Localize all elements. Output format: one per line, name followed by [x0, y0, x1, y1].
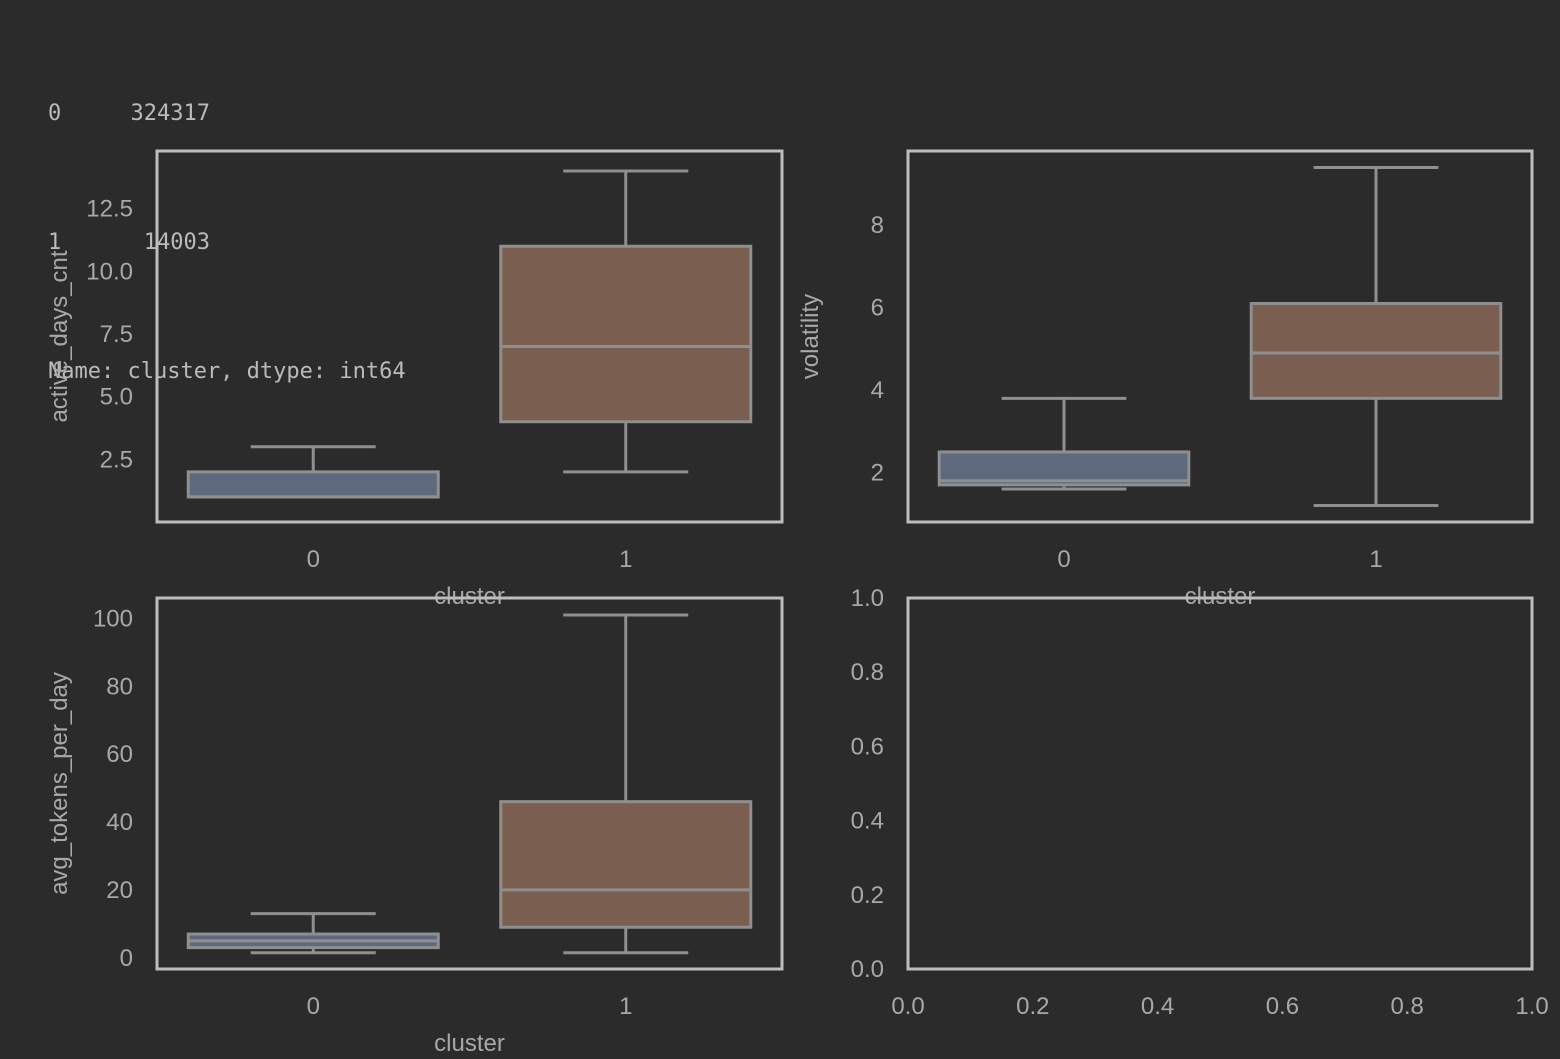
console-footer: Name: cluster, dtype: int64: [48, 359, 406, 384]
console-index: 0: [48, 101, 62, 126]
y-tick-label: 1.0: [851, 585, 884, 612]
y-tick-label: 20: [106, 877, 133, 904]
box-iqr-cluster-1: [499, 800, 753, 929]
y-tick-label: 12.5: [86, 196, 133, 223]
x-axis-label: cluster: [434, 1030, 505, 1057]
y-tick-label: 2: [871, 460, 884, 487]
x-tick-label: 0.6: [1266, 993, 1299, 1020]
box-iqr-cluster-1: [1249, 302, 1503, 400]
x-tick-label: 1: [1369, 546, 1382, 573]
console-index: 1: [48, 230, 62, 255]
console-row: 1 14003: [48, 221, 406, 264]
y-tick-label: 0.0: [851, 956, 884, 983]
y-tick-label: 2.5: [100, 446, 133, 473]
console-output: 0 324317 1 14003 Name: cluster, dtype: int…: [48, 6, 406, 436]
x-tick-label: 0.0: [891, 993, 924, 1020]
y-axis-label: volatility: [797, 294, 824, 379]
x-tick-label: 0: [307, 993, 320, 1020]
y-axis-label: active_days_cnt: [46, 250, 73, 422]
x-tick-label: 1: [619, 546, 632, 573]
y-tick-label: 6: [871, 295, 884, 322]
y-axis-label: avg_tokens_per_day: [46, 672, 73, 895]
x-tick-label: 0: [307, 546, 320, 573]
console-count: 14003: [143, 230, 210, 255]
axes-frame: [906, 149, 1534, 524]
y-tick-label: 80: [106, 673, 133, 700]
y-tick-label: 0: [120, 945, 133, 972]
x-tick-label: 1: [619, 993, 632, 1020]
x-tick-label: 0: [1057, 546, 1070, 573]
x-tick-label: 0.8: [1391, 993, 1424, 1020]
x-tick-label: 1.0: [1515, 993, 1548, 1020]
box-iqr-cluster-0: [186, 470, 440, 499]
axes-frame: [906, 596, 1534, 971]
y-tick-label: 0.4: [851, 808, 884, 835]
box-iqr-cluster-1: [499, 244, 753, 424]
y-tick-label: 0.6: [851, 733, 884, 760]
y-tick-label: 60: [106, 741, 133, 768]
y-tick-label: 0.8: [851, 659, 884, 686]
y-tick-label: 0.2: [851, 882, 884, 909]
y-tick-label: 4: [871, 377, 884, 404]
x-tick-label: 0.4: [1141, 993, 1174, 1020]
y-tick-label: 5.0: [100, 384, 133, 411]
y-tick-label: 10.0: [86, 258, 133, 285]
axes-frame: [155, 596, 784, 971]
y-tick-label: 40: [106, 809, 133, 836]
console-row: 0 324317: [48, 92, 406, 135]
y-tick-label: 100: [93, 605, 133, 632]
y-tick-label: 7.5: [100, 321, 133, 348]
console-count: 324317: [130, 101, 210, 126]
x-tick-label: 0.2: [1016, 993, 1049, 1020]
y-tick-label: 8: [871, 212, 884, 239]
axes-frame: [155, 149, 784, 524]
